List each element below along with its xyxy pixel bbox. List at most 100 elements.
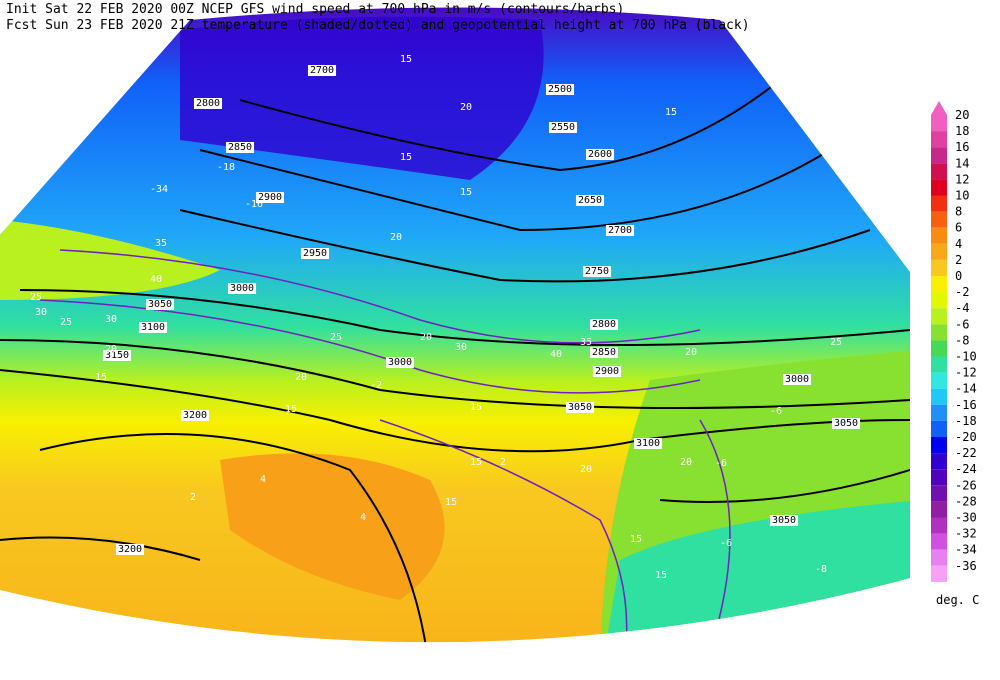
colorbar-label: 16 <box>955 140 969 154</box>
wind-speed-label: 40 <box>550 349 562 360</box>
colorbar-label: -4 <box>955 301 969 315</box>
colorbar-label: -28 <box>955 494 977 508</box>
temperature-label: -6 <box>720 538 732 549</box>
height-label: 2500 <box>548 84 572 95</box>
colorbar-arrow <box>931 101 947 115</box>
height-label-box <box>138 322 168 333</box>
colorbar-label: -12 <box>955 366 977 380</box>
wind-speed-label: 15 <box>285 404 297 415</box>
height-label-box <box>193 98 223 109</box>
colorbar-swatch <box>931 131 947 148</box>
height-label: 2700 <box>310 65 334 76</box>
wind-speed-label: 20 <box>420 332 432 343</box>
temperature-label: -34 <box>150 184 168 195</box>
height-label-box <box>782 374 812 385</box>
colorbar-label: -24 <box>955 462 977 476</box>
colorbar-swatch <box>931 469 947 486</box>
colorbar-swatch <box>931 179 947 196</box>
height-label-box <box>545 84 575 95</box>
colorbar-swatch <box>931 549 947 566</box>
temperature-label: -6 <box>770 406 782 417</box>
colorbar-label: 18 <box>955 124 969 138</box>
colorbar-label: 4 <box>955 237 962 251</box>
colorbar-swatch <box>931 404 947 421</box>
height-label: 2750 <box>585 266 609 277</box>
height-label-box <box>307 65 337 76</box>
colorbar-label: -30 <box>955 511 977 525</box>
height-label: 3100 <box>636 438 660 449</box>
colorbar-swatch <box>931 340 947 357</box>
colorbar-swatch <box>931 388 947 405</box>
colorbar-swatch <box>931 453 947 470</box>
colorbar-label: 12 <box>955 172 969 186</box>
wind-speed-label: 20 <box>105 344 117 355</box>
wind-speed-label: 15 <box>665 107 677 118</box>
colorbar-label: 8 <box>955 205 962 219</box>
height-label: 2900 <box>595 366 619 377</box>
colorbar: 20181614121086420-2-4-6-8-10-12-14-16-18… <box>931 101 977 582</box>
height-label: 2800 <box>196 98 220 109</box>
colorbar-swatch <box>931 517 947 534</box>
colorbar-label: 6 <box>955 221 962 235</box>
wind-speed-label: 40 <box>150 274 162 285</box>
wind-speed-label: 15 <box>655 570 667 581</box>
height-label-box <box>145 299 175 310</box>
wind-speed-label: 15 <box>460 187 472 198</box>
temperature-label: 4 <box>260 474 266 485</box>
height-label: 2900 <box>258 192 282 203</box>
colorbar-swatch <box>931 211 947 228</box>
wind-speed-label: 30 <box>35 307 47 318</box>
height-label: 2850 <box>592 347 616 358</box>
colorbar-label: -32 <box>955 527 977 541</box>
height-label-box <box>831 418 861 429</box>
wind-speed-label: 15 <box>400 54 412 65</box>
header-line-2: Fcst Sun 23 FEB 2020 21Z temperature (sh… <box>6 18 750 33</box>
height-label: 3050 <box>772 515 796 526</box>
colorbar-unit: deg. C <box>936 593 979 607</box>
colorbar-swatch <box>931 147 947 164</box>
colorbar-label: 14 <box>955 156 969 170</box>
colorbar-label: -20 <box>955 430 977 444</box>
colorbar-label: -8 <box>955 333 969 347</box>
height-label: 3100 <box>141 322 165 333</box>
temperature-label: 2 <box>190 492 196 503</box>
height-label: 2600 <box>588 149 612 160</box>
wind-speed-label: 30 <box>455 342 467 353</box>
temperature-label: -2 <box>370 380 382 391</box>
height-label-box <box>592 366 622 377</box>
colorbar-label: -18 <box>955 414 977 428</box>
height-label-box <box>225 142 255 153</box>
wind-speed-label: 20 <box>680 457 692 468</box>
height-label: 3200 <box>183 410 207 421</box>
colorbar-swatch <box>931 308 947 325</box>
height-label-box <box>565 402 595 413</box>
height-label: 3050 <box>568 402 592 413</box>
height-label-box <box>769 515 799 526</box>
wind-speed-label: 20 <box>295 372 307 383</box>
colorbar-label: 0 <box>955 269 962 283</box>
colorbar-label: -36 <box>955 559 977 573</box>
height-label-box <box>605 225 635 236</box>
wind-speed-label: 20 <box>390 232 402 243</box>
colorbar-swatch <box>931 292 947 309</box>
colorbar-label: -22 <box>955 446 977 460</box>
colorbar-label: -34 <box>955 543 977 557</box>
height-label: 2850 <box>228 142 252 153</box>
height-label-box <box>385 357 415 368</box>
colorbar-label: -2 <box>955 285 969 299</box>
wind-speed-label: 15 <box>470 457 482 468</box>
colorbar-label: -16 <box>955 398 977 412</box>
colorbar-label: 2 <box>955 253 962 267</box>
map-labels: 2700 2800 2850 2900 2950 3000 3050 3100 3150 3200… <box>30 54 861 581</box>
colorbar-swatch <box>931 195 947 212</box>
height-label-box <box>589 347 619 358</box>
height-label-box <box>589 319 619 330</box>
wind-speed-label: 20 <box>685 347 697 358</box>
temperature-label: 2 <box>500 457 506 468</box>
wind-speed-label: 20 <box>580 464 592 475</box>
colorbar-label: -14 <box>955 382 977 396</box>
temperature-label: 4 <box>360 512 366 523</box>
height-label: 3050 <box>834 418 858 429</box>
height-label: 2650 <box>578 195 602 206</box>
